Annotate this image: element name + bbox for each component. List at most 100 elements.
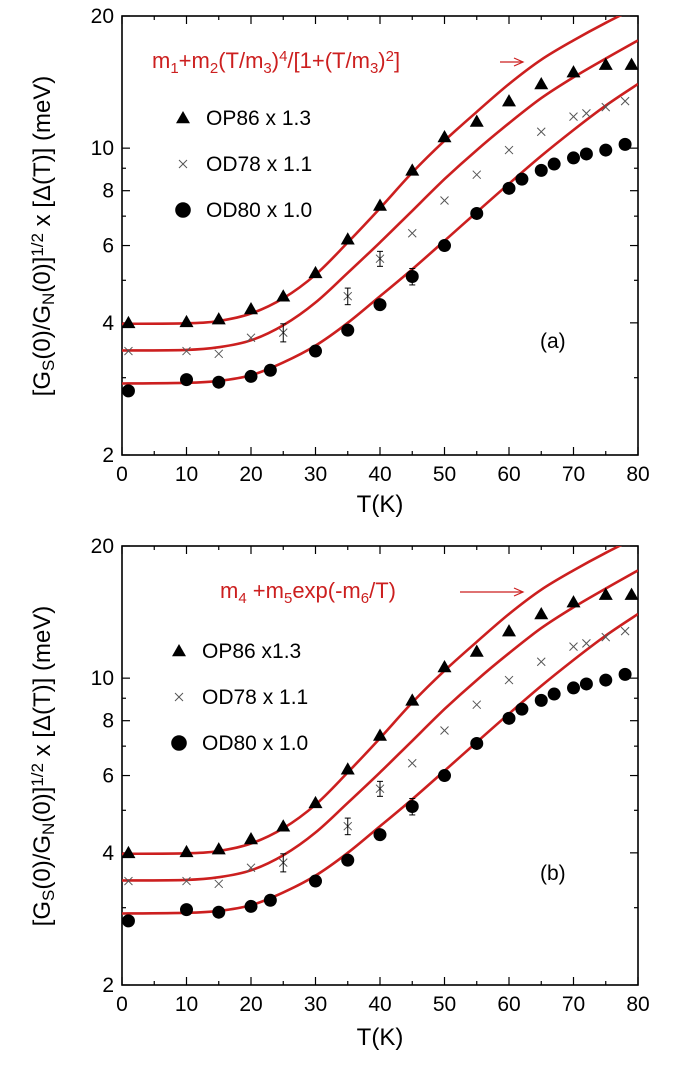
data-point — [124, 876, 133, 886]
data-point — [472, 700, 482, 710]
data-point — [470, 206, 484, 220]
data-point — [407, 228, 417, 238]
y-axis-title-part: N — [39, 823, 58, 835]
y-axis-title-part: 1/2 — [28, 763, 47, 787]
x-tick-label: 70 — [562, 463, 585, 486]
cross-stroke — [407, 758, 417, 768]
error-bars — [280, 780, 416, 873]
formula-part: /[1+(T/m — [287, 48, 370, 73]
data-point — [470, 736, 484, 750]
x-tick-label: 80 — [626, 993, 649, 1016]
data-point — [567, 151, 580, 165]
data-point — [309, 344, 322, 358]
data-point — [211, 842, 226, 855]
y-tick-label: 2 — [102, 444, 114, 467]
y-axis-title: [GS(0)/GN(0)]1/2 x [Δ(T)] (meV) — [28, 606, 58, 927]
data-point — [263, 893, 277, 907]
data-point — [180, 373, 193, 387]
cross-stroke — [124, 346, 133, 356]
data-point — [601, 632, 611, 642]
arrow-head — [513, 587, 525, 597]
data-point — [582, 639, 591, 648]
data-point — [263, 363, 277, 377]
data-point — [373, 828, 387, 842]
data-point — [309, 874, 322, 888]
cross-stroke — [569, 642, 578, 651]
formula-part: 3 — [370, 60, 378, 77]
data-point — [502, 181, 516, 195]
formula-part: ) — [272, 48, 279, 73]
data-point — [534, 163, 548, 177]
data-point — [244, 369, 258, 383]
formula-part: (T/m — [218, 48, 263, 73]
x-axis: 0 10 20 30 40 50 60 70 80 — [116, 546, 650, 1016]
cross-stroke — [246, 863, 256, 873]
series-circle — [121, 667, 632, 928]
plot-frame — [121, 545, 639, 986]
data-point — [502, 624, 516, 637]
data-point — [179, 314, 194, 328]
x-tick-label: 50 — [433, 463, 456, 486]
x-tick-label: 10 — [175, 463, 198, 486]
data-point — [121, 914, 135, 928]
x-axis-title: T(K) — [357, 1024, 404, 1051]
y-tick-label: 4 — [102, 312, 114, 335]
arrow-head — [513, 57, 525, 67]
cross-stroke — [182, 346, 191, 356]
y-tick-label: 6 — [102, 235, 114, 258]
fit-lines — [122, 546, 638, 915]
cross-stroke — [440, 196, 449, 205]
y-axis: 2 4 6 8 10 20 — [91, 5, 638, 467]
cross-stroke — [536, 127, 546, 137]
series-circle — [121, 137, 632, 398]
y-axis-title-part: S — [39, 360, 58, 371]
cross-stroke — [174, 692, 184, 702]
data-point — [308, 265, 323, 279]
data-point — [618, 137, 632, 151]
cross-stroke — [504, 675, 514, 685]
data-point — [582, 109, 591, 118]
y-tick-label: 20 — [91, 535, 114, 558]
fit-formula-annotation: m1+m2(T/m3)4/[1+(T/m3)2] — [152, 48, 400, 77]
y-axis-title-part: N — [39, 293, 58, 305]
data-point — [211, 312, 226, 325]
legend-marker — [178, 159, 188, 169]
data-point — [182, 346, 191, 356]
data-point — [534, 693, 548, 707]
data-point — [373, 728, 387, 741]
y-axis-title: [GS(0)/GN(0)]1/2 x [Δ(T)] (meV) — [28, 76, 58, 397]
formula-part: ) — [378, 48, 385, 73]
cross-stroke — [214, 349, 224, 359]
formula-part: 2 — [210, 60, 218, 77]
formula-part: 4 — [238, 590, 246, 607]
data-point — [214, 879, 224, 889]
legend-label: OP86 x 1.3 — [206, 107, 311, 130]
data-point — [182, 876, 191, 886]
error-bars — [280, 250, 416, 343]
y-tick-label: 8 — [102, 180, 114, 203]
panel-label: (b) — [540, 862, 566, 885]
data-point — [579, 677, 593, 691]
data-point — [504, 675, 514, 685]
y-axis-title-part: x [Δ(T)] (meV) — [29, 76, 56, 233]
y-axis-title-part: x [Δ(T)] (meV) — [29, 606, 56, 763]
x-tick-label: 20 — [239, 463, 262, 486]
formula-part: exp(-m — [292, 578, 360, 603]
formula-part: 3 — [263, 60, 271, 77]
data-point — [244, 832, 258, 845]
data-point — [124, 346, 133, 356]
y-axis-title-part: (0)] — [29, 787, 56, 823]
cross-stroke — [214, 879, 224, 889]
data-point — [180, 903, 193, 917]
y-axis-title-part: [G — [29, 371, 56, 396]
data-point — [438, 239, 451, 253]
y-axis-title-part: (0)/G — [29, 835, 56, 890]
data-point — [515, 172, 529, 186]
data-point — [579, 147, 593, 161]
x-tick-label: 0 — [116, 993, 128, 1016]
data-point — [601, 102, 611, 112]
legend: OP86 x1.3 OD78 x 1.1 OD80 x 1.0 — [171, 640, 308, 755]
cross-stroke — [178, 159, 188, 169]
data-point — [437, 660, 452, 673]
